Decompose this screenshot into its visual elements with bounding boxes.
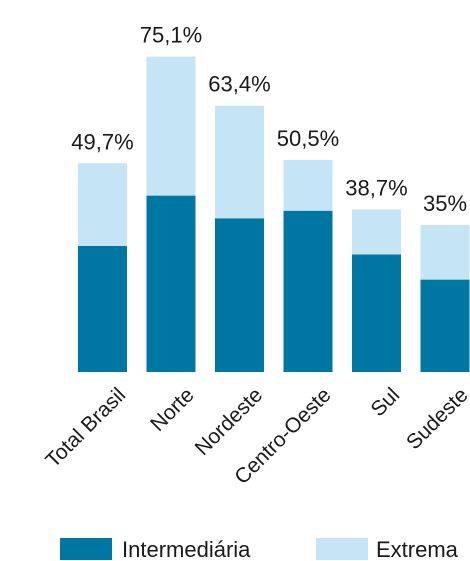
total-labels-layer: 49,7% 75,1%63,4% 50,5%38,7% 35% (71, 23, 467, 216)
bar-segment-extrema (283, 159, 333, 211)
bar-segment-intermediaria (215, 218, 264, 372)
category-label: Total Brasil (41, 383, 130, 472)
bar-total-label: 38,7% (345, 175, 407, 200)
legend-label-extrema: Extrema (376, 537, 459, 561)
legend-swatch-intermediaria (60, 538, 112, 560)
bar-segment-extrema (352, 209, 401, 255)
bar-total-label: 75,1% (140, 23, 202, 48)
bar-segment-intermediaria (146, 195, 196, 372)
bar-total-label: 35% (423, 191, 467, 216)
bar-segment-intermediaria (283, 210, 333, 372)
bars-layer (78, 56, 470, 372)
legend-label-intermediaria: Intermediária (122, 537, 251, 561)
bar-segment-intermediaria (420, 279, 470, 372)
bar-segment-extrema (78, 163, 127, 246)
bar-segment-intermediaria (352, 254, 401, 372)
legend-swatch-extrema (316, 538, 368, 560)
bar-total-label: 49,7% (71, 129, 133, 154)
category-label: Norte (146, 383, 199, 436)
category-label: Sudeste (402, 383, 470, 454)
bar-segment-intermediaria (78, 246, 127, 372)
bar-segment-extrema (215, 105, 264, 219)
legend: Intermediária Extrema (60, 537, 459, 561)
bar-total-label: 63,4% (208, 72, 270, 97)
bar-segment-extrema (420, 225, 470, 280)
bar-segment-extrema (146, 56, 196, 196)
bar-total-label: 50,5% (277, 126, 339, 151)
category-label: Sul (366, 383, 404, 421)
